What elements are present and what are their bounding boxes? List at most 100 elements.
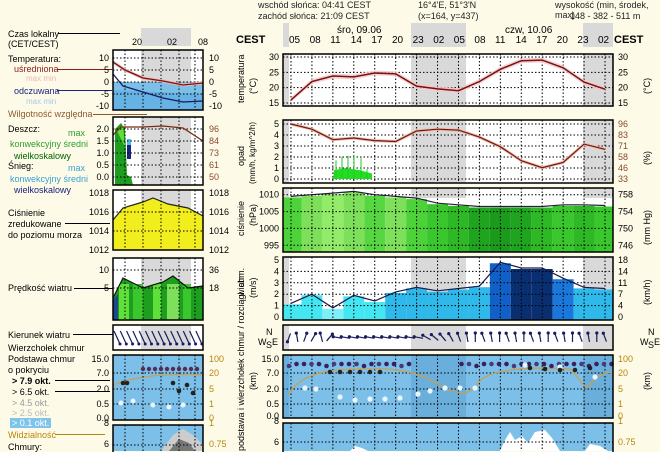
hour-label: 02 [598,35,610,46]
hour-label: 14 [350,35,362,46]
svg-text:15: 15 [618,98,628,108]
svg-text:84: 84 [209,136,219,146]
svg-text:8: 8 [274,416,279,426]
svg-text:58: 58 [618,152,628,162]
hour-label: 23 [577,35,589,46]
svg-text:20: 20 [618,368,628,378]
svg-text:0: 0 [274,312,279,322]
svg-text:61: 61 [209,160,219,170]
svg-text:E: E [654,337,660,347]
svg-text:W: W [640,337,649,347]
svg-text:0: 0 [618,312,623,322]
legend-hour-20: 20 [132,37,143,47]
svg-text:4: 4 [274,130,279,140]
legend-temp-title: Temperatura: [8,54,62,64]
svg-text:1.0: 1.0 [96,148,109,158]
hour-label: 11 [495,35,506,46]
svg-text:0.75: 0.75 [209,439,227,449]
legend-pressure-2: zredukowane [8,219,62,229]
svg-text:30: 30 [269,52,279,62]
svg-text:3: 3 [274,141,279,151]
hour-label: 05 [289,35,301,46]
hour-label: 20 [392,35,404,46]
svg-text:1000: 1000 [259,223,279,233]
svg-text:33: 33 [618,174,628,184]
svg-text:5: 5 [274,119,279,129]
svg-text:8: 8 [104,418,109,428]
legend-snow-title: Śnieg: [8,161,34,171]
hour-label: 08 [474,35,486,46]
svg-text:1: 1 [209,418,214,428]
legend-snow-max: max [68,163,86,173]
legend-snow-large: wielkoskalowy [14,185,72,195]
svg-text:5: 5 [104,65,109,75]
svg-text:0: 0 [104,77,109,87]
svg-text:10: 10 [209,53,219,63]
legend-pressure-1: Ciśnienie [8,208,46,218]
svg-text:36: 36 [209,265,219,275]
svg-text:10: 10 [99,265,109,275]
hour-label: 17 [536,35,548,46]
clouds-unit: (km) [248,372,258,390]
hour-label: 08 [309,35,321,46]
svg-text:1016: 1016 [89,207,109,217]
svg-text:6: 6 [274,437,279,447]
svg-text:20: 20 [618,83,628,93]
svg-text:30: 30 [618,52,628,62]
wind-unit-right: (km/h) [642,279,652,306]
svg-text:2.0: 2.0 [266,384,279,394]
svg-text:50: 50 [209,172,219,182]
precip-ylabel: opad [236,145,246,166]
timezone-left: CEST [236,34,266,46]
svg-text:96: 96 [209,124,219,134]
svg-text:15.0: 15.0 [91,354,109,364]
svg-text:1012: 1012 [209,245,229,255]
svg-text:96: 96 [618,119,628,129]
legend-temp-maxmin: max min [26,74,57,83]
svg-text:1: 1 [274,301,279,311]
precip-unit-right: (%) [642,151,652,165]
svg-text:1012: 1012 [89,245,109,255]
temp-unit-right: (°C) [642,77,652,94]
svg-text:0.5: 0.5 [96,160,109,170]
legend-wind-speed: Prędkość wiatru [8,283,73,293]
legend-cov-01: > 0.1 okt. [10,418,52,428]
wind-unit: (m/s) [248,277,258,299]
svg-text:25: 25 [618,67,628,77]
hour-label: 23 [412,35,424,46]
svg-text:1016: 1016 [209,207,229,217]
svg-text:15.0: 15.0 [261,354,279,364]
svg-text:18: 18 [209,283,219,293]
svg-text:-5: -5 [101,89,109,99]
clouds-unit-right: (km) [642,372,652,390]
coordinates-text: 16°4'E, 51°3'N [418,0,477,10]
svg-text:73: 73 [209,148,219,158]
legend-hour-08: 08 [198,37,209,47]
svg-text:83: 83 [618,130,628,140]
svg-text:-5: -5 [209,89,217,99]
svg-text:2.0: 2.0 [96,384,109,394]
hour-label: 20 [556,35,568,46]
svg-text:1: 1 [618,399,623,409]
legend-temp-feel-maxmin: max min [26,97,57,106]
pressure-unit: (hPa) [248,203,258,226]
elevation-label: wysokość (min, środek, max) [555,0,649,20]
svg-text:5: 5 [274,255,279,265]
svg-text:2: 2 [274,152,279,162]
svg-text:2: 2 [274,289,279,299]
legend-cloud-top: Wierzchołek chmur [8,343,85,353]
legend-snow-conv: konwekcyjny średni [10,174,89,184]
svg-text:-10: -10 [96,101,109,111]
svg-text:1014: 1014 [209,226,229,236]
svg-text:71: 71 [618,141,628,151]
svg-text:1: 1 [618,416,623,426]
svg-text:0: 0 [209,413,214,423]
day-label-1: śro, 09.06 [337,25,382,36]
legend-cloud-base-1: Podstawa chmur [8,354,76,364]
svg-text:20: 20 [209,368,219,378]
svg-text:746: 746 [618,240,633,250]
legend-time-title: Czas lokalny [8,29,60,39]
svg-text:W: W [258,337,267,347]
elevation-value: 148 - 382 - 511 m [570,11,641,21]
